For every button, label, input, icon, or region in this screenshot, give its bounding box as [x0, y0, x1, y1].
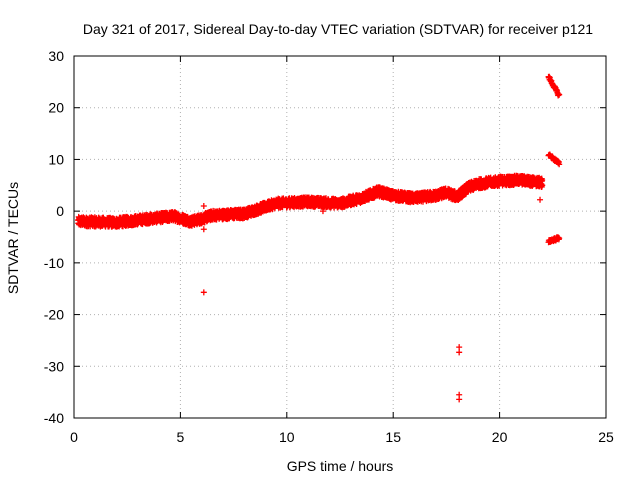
data-point	[539, 182, 546, 189]
y-tick-label: 30	[48, 48, 64, 64]
plot-border	[73, 55, 607, 419]
grid	[74, 56, 606, 418]
y-axis-label: SDTVAR / TECUs	[5, 182, 21, 294]
y-tick-label: -20	[44, 307, 64, 323]
y-tick-label: 20	[48, 100, 64, 116]
data-point	[539, 177, 546, 184]
axis-ticks: 0 5 10 15 20 25 -40 -30 -20 -10 0 10 20 30	[44, 48, 614, 445]
plot-frame	[73, 55, 607, 419]
x-axis-label: GPS time / hours	[287, 458, 394, 474]
x-tick-label: 10	[279, 429, 295, 445]
outlier-point	[456, 344, 463, 351]
outlier-point	[200, 202, 207, 209]
x-tick-label: 15	[385, 429, 401, 445]
data-point	[556, 235, 563, 242]
outlier-point	[537, 196, 544, 203]
y-tick-label: 10	[48, 151, 64, 167]
data-point	[556, 91, 563, 98]
x-tick-label: 25	[598, 429, 614, 445]
y-tick-label: -30	[44, 358, 64, 374]
outlier-point	[456, 396, 463, 403]
x-tick-label: 5	[177, 429, 185, 445]
outlier-point	[319, 208, 326, 215]
x-tick-label: 0	[70, 429, 78, 445]
outlier-point	[456, 349, 463, 356]
y-tick-label: 0	[56, 203, 64, 219]
outlier-point	[168, 209, 175, 216]
data-point	[556, 161, 563, 168]
outlier-point	[200, 289, 207, 296]
chart-title: Day 321 of 2017, Sidereal Day-to-day VTE…	[83, 21, 593, 37]
y-tick-label: -10	[44, 255, 64, 271]
x-tick-label: 20	[492, 429, 508, 445]
outlier-point	[200, 226, 207, 233]
y-tick-label: -40	[44, 410, 64, 426]
data-marks	[75, 73, 563, 403]
